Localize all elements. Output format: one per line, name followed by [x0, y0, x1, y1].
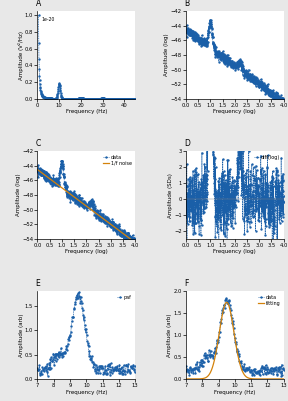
Line: fitting: fitting [186, 302, 284, 379]
1/f noise [67, 190, 70, 195]
Text: A: A [35, 0, 41, 8]
paf [36, 366, 39, 371]
1/f noise [133, 240, 137, 245]
data [282, 367, 285, 372]
fitting [190, 377, 194, 381]
X-axis label: Frequency (Hz): Frequency (Hz) [66, 109, 107, 114]
Legend: data, 1/f noise: data, 1/f noise [103, 154, 133, 166]
data [184, 363, 188, 368]
Legend: data, fitting: data, fitting [257, 294, 281, 306]
Line: paf: paf [37, 291, 136, 376]
Text: C: C [35, 139, 41, 148]
fitting [225, 300, 228, 305]
Y-axis label: Amplitude (log): Amplitude (log) [164, 34, 169, 76]
Line: diff(log): diff(log) [185, 0, 284, 259]
1/f noise [60, 185, 63, 190]
1/f noise [124, 233, 127, 238]
data [60, 159, 63, 164]
data [100, 211, 103, 216]
data [278, 367, 281, 372]
data [190, 366, 194, 371]
diff(log) [208, 7, 212, 12]
data [210, 352, 214, 357]
data [188, 365, 192, 370]
data [274, 365, 278, 369]
paf [130, 365, 133, 370]
Text: 1e-20: 1e-20 [41, 17, 55, 22]
X-axis label: Frequency (log): Frequency (log) [65, 249, 108, 254]
paf [133, 364, 137, 369]
Y-axis label: Amplitude (SDs): Amplitude (SDs) [168, 173, 173, 217]
data [63, 182, 67, 187]
paf [126, 367, 130, 372]
data [224, 296, 228, 301]
Y-axis label: Amplitude (V²/Hz): Amplitude (V²/Hz) [18, 30, 24, 79]
fitting [184, 377, 188, 381]
diff(log) [209, 0, 213, 1]
fitting [202, 376, 206, 381]
data [67, 190, 70, 194]
paf [41, 367, 45, 372]
Y-axis label: Amplitude (log): Amplitude (log) [16, 174, 21, 217]
data [133, 240, 137, 245]
1/f noise [63, 188, 67, 192]
fitting [188, 377, 192, 381]
Y-axis label: Amplitude (arb): Amplitude (arb) [18, 314, 24, 357]
X-axis label: Frequency (log): Frequency (log) [213, 109, 256, 114]
paf [40, 369, 43, 373]
paf [62, 350, 66, 355]
X-axis label: Frequency (Hz): Frequency (Hz) [214, 389, 255, 395]
X-axis label: Frequency (Hz): Frequency (Hz) [66, 389, 107, 395]
diff(log) [276, 257, 279, 261]
diff(log) [260, 196, 264, 201]
fitting [210, 366, 214, 371]
Line: 1/f noise: 1/f noise [37, 170, 135, 243]
X-axis label: Frequency (log): Frequency (log) [213, 249, 256, 254]
diff(log) [249, 169, 252, 174]
Legend: paf: paf [115, 294, 133, 301]
diff(log) [215, 191, 219, 196]
diff(log) [272, 231, 276, 235]
Legend: diff(log): diff(log) [253, 154, 281, 161]
diff(log) [184, 208, 188, 213]
Text: E: E [35, 279, 40, 288]
Line: data: data [185, 298, 284, 376]
1/f noise [100, 215, 103, 220]
1/f noise [36, 167, 39, 172]
fitting [282, 377, 285, 381]
data [112, 224, 115, 229]
paf [54, 351, 58, 356]
Text: D: D [184, 139, 190, 148]
data [279, 373, 283, 378]
Y-axis label: Amplitude (arb): Amplitude (arb) [167, 314, 172, 357]
data [127, 244, 130, 249]
data [124, 238, 127, 243]
fitting [274, 377, 278, 381]
diff(log) [282, 194, 285, 198]
fitting [278, 377, 281, 381]
Text: B: B [184, 0, 189, 8]
paf [46, 373, 50, 378]
diff(log) [212, 155, 215, 160]
data [202, 352, 206, 357]
paf [77, 289, 81, 294]
Text: F: F [184, 279, 188, 288]
data [61, 158, 64, 163]
1/f noise [112, 224, 115, 229]
data [36, 169, 39, 174]
Line: data: data [37, 160, 136, 247]
